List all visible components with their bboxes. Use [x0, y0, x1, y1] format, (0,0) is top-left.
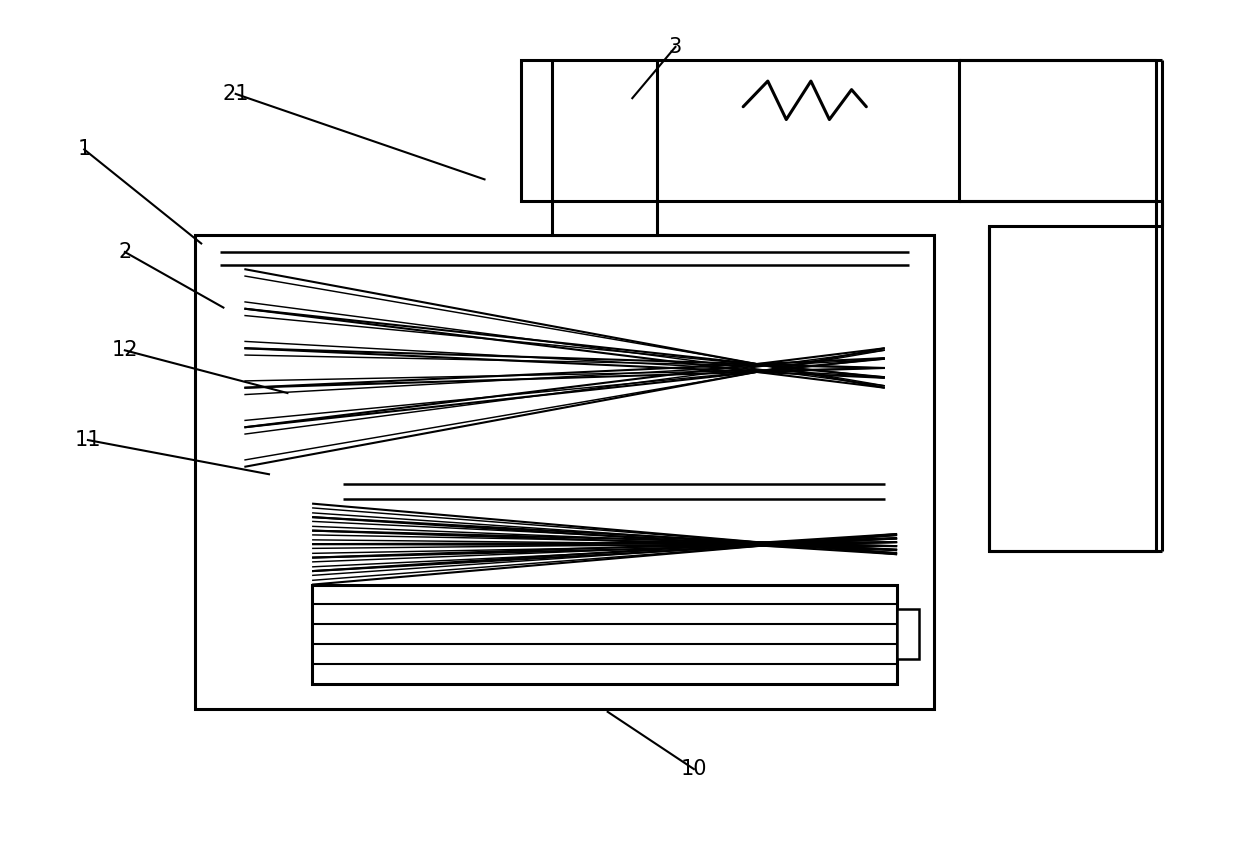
Bar [195, 235, 934, 709]
Text: 2: 2 [118, 242, 131, 262]
Text: 12: 12 [112, 340, 138, 361]
Bar [990, 226, 1156, 551]
Text: 3: 3 [668, 37, 682, 57]
Text: 1: 1 [78, 140, 91, 160]
Text: 21: 21 [222, 84, 249, 104]
Text: 11: 11 [74, 430, 102, 450]
Bar [552, 188, 657, 235]
Bar [522, 60, 959, 201]
Bar [897, 609, 919, 658]
Text: 10: 10 [681, 759, 707, 779]
Bar [312, 584, 897, 683]
